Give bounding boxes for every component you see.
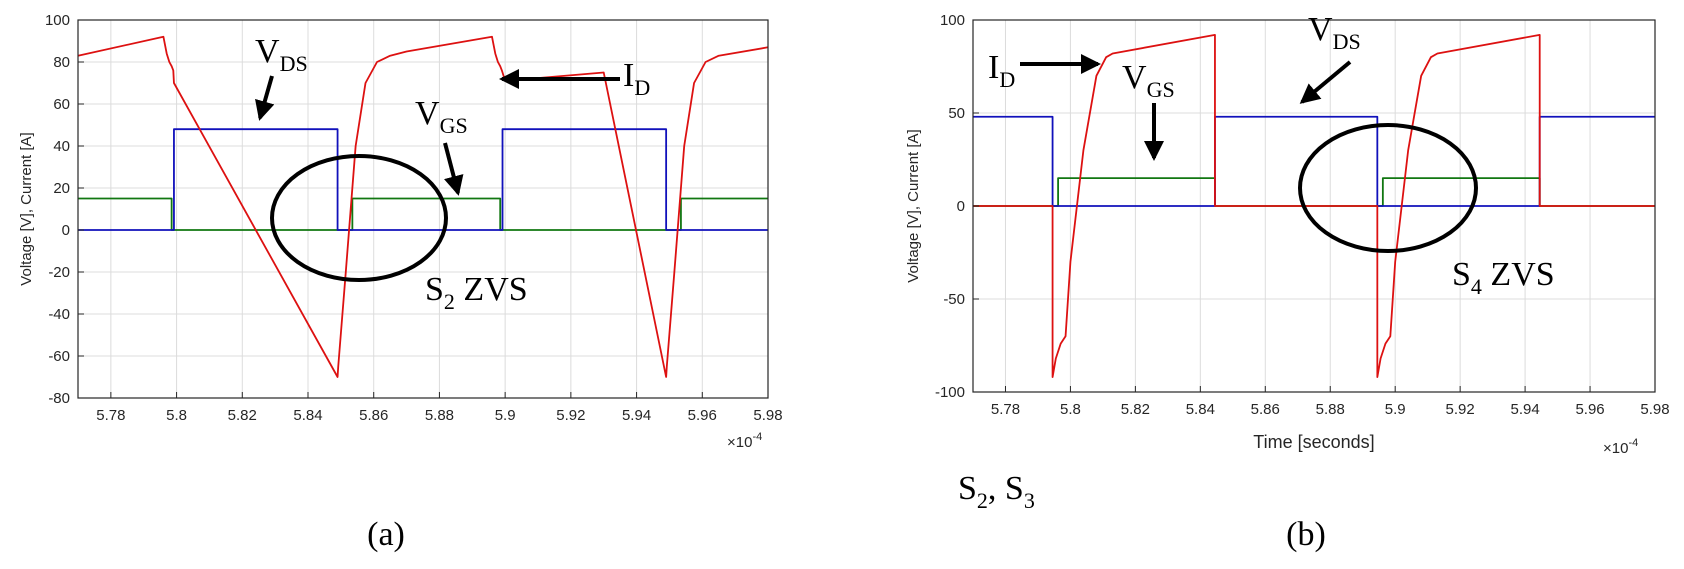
panel-a-y-tick-label: -80 — [48, 390, 70, 407]
panel-b-x-tick-label: 5.98 — [1640, 401, 1669, 418]
panel-b-series-vds-line — [973, 115, 1655, 207]
panel-a-vds-label: VDS — [255, 33, 308, 76]
panel-a-vds-arrow — [255, 75, 275, 121]
panel-b-x-tick-label: 5.86 — [1251, 401, 1280, 418]
panel-a-y-axis-label: Voltage [V], Current [A] — [18, 132, 35, 285]
panel-a-id-label: ID — [623, 57, 650, 100]
panel-a-x-tick-label: 5.98 — [753, 407, 782, 424]
panel-a-x-tick-label: 5.9 — [495, 407, 516, 424]
panel-a-x-tick-label: 5.92 — [556, 407, 585, 424]
panel-b-chart: 5.78 5.8 5.82 5.84 5.86 5.88 5.9 5.92 5.94 5.96 5.… — [905, 11, 1670, 553]
panel-b-x-tick-label: 5.78 — [991, 401, 1020, 418]
panel-a-y-tick-label: 40 — [53, 138, 70, 155]
panel-a-y-tick-label: -20 — [48, 264, 70, 281]
panel-b-y-tick-label: -100 — [935, 384, 965, 401]
panel-b-series-id-line — [973, 33, 1655, 379]
panel-a-y-tick-label: 20 — [53, 180, 70, 197]
panel-a-vgs-arrow — [443, 142, 464, 196]
panel-b-caption: (b) — [1286, 516, 1326, 553]
panel-a-zvs-ellipse — [270, 154, 448, 282]
panel-a-x-tick-label: 5.94 — [622, 407, 651, 424]
panel-a-vgs-label: VGS — [415, 95, 468, 138]
panel-a-x-tick-label: 5.82 — [228, 407, 257, 424]
panel-b-zvs-ellipse — [1298, 123, 1478, 253]
panel-b-x-multiplier: ×10-4 — [1603, 437, 1638, 457]
panel-a-y-tick-label: 60 — [53, 96, 70, 113]
panel-b-vds-label: VDS — [1308, 11, 1361, 54]
panel-b-y-tick-label: 50 — [948, 105, 965, 122]
panel-b-series-vgs-line — [973, 177, 1655, 207]
panel-a-x-tick-label: 5.86 — [359, 407, 388, 424]
panel-a-zvs-label: S2 ZVS — [425, 271, 528, 314]
panel-a-y-tick-label: -40 — [48, 306, 70, 323]
panel-a-x-tick-label: 5.8 — [166, 407, 187, 424]
panel-a-plot-frame — [77, 19, 769, 399]
panel-b-y-axis-label: Voltage [V], Current [A] — [905, 129, 922, 282]
panel-b-x-tick-label: 5.96 — [1575, 401, 1604, 418]
panel-a-y-tick-label: 0 — [62, 222, 70, 239]
panel-a-x-tick-label: 5.88 — [425, 407, 454, 424]
panel-b-y-tick-label: -50 — [943, 291, 965, 308]
panel-a-x-multiplier: ×10-4 — [727, 431, 762, 451]
panel-b-x-tick-label: 5.84 — [1186, 401, 1215, 418]
panel-a-y-tick-label: 80 — [53, 54, 70, 71]
panel-b-vgs-label: VGS — [1122, 59, 1175, 102]
panel-b-x-tick-label: 5.82 — [1121, 401, 1150, 418]
panel-a-y-tick-label: 100 — [45, 12, 70, 29]
panel-a-x-tick-label: 5.84 — [293, 407, 322, 424]
panel-b-x-tick-label: 5.9 — [1385, 401, 1406, 418]
panel-a-series-id-line — [77, 35, 769, 378]
panel-a-series-vgs-line — [78, 197, 768, 231]
panel-b-x-tick-label: 5.88 — [1316, 401, 1345, 418]
panel-a-x-tick-label: 5.78 — [96, 407, 125, 424]
panel-b-y-tick-label: 0 — [957, 198, 965, 215]
panel-b-x-tick-label: 5.92 — [1446, 401, 1475, 418]
panel-a-series-vds-line — [78, 128, 768, 231]
panel-b-id-label: ID — [988, 49, 1015, 92]
panel-a-chart: 5.78 5.8 5.82 5.84 5.86 5.88 5.9 5.92 5.94 5.96 5.… — [18, 12, 783, 553]
switch-pair-label: S2, S3 — [958, 470, 1035, 513]
panel-b-x-axis-label: Time [seconds] — [1253, 432, 1374, 452]
panel-a-caption: (a) — [367, 516, 405, 553]
panel-a-y-tick-label: -60 — [48, 348, 70, 365]
panel-b-y-tick-label: 100 — [940, 12, 965, 29]
panel-b-zvs-label: S4 ZVS — [1452, 256, 1555, 299]
panel-b-vds-arrow — [1299, 60, 1352, 104]
panel-b-x-tick-label: 5.8 — [1060, 401, 1081, 418]
panel-a-x-tick-label: 5.96 — [688, 407, 717, 424]
panel-b-x-tick-label: 5.94 — [1510, 401, 1539, 418]
